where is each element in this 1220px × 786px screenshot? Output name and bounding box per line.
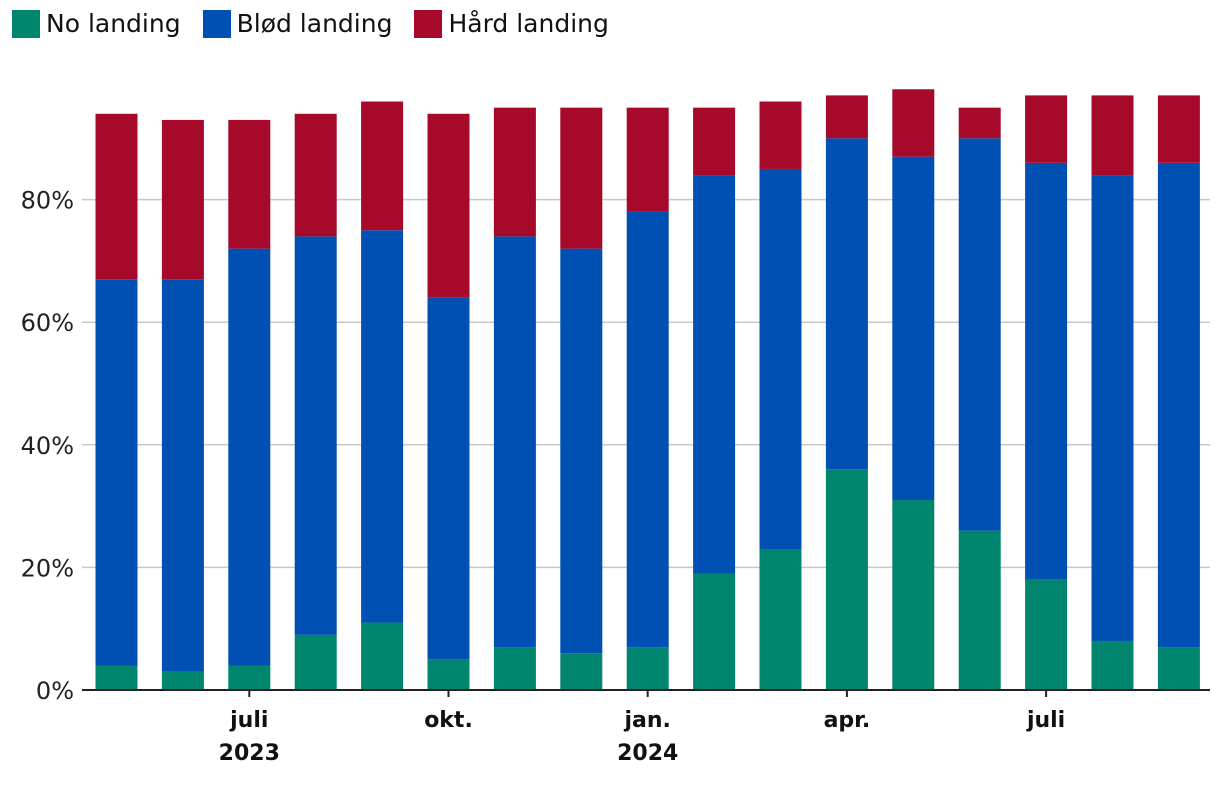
x-tick-label: 2024: [617, 741, 678, 766]
bar-no-landing: [892, 499, 935, 690]
bar-bl-d-landing: [493, 236, 536, 648]
bar-no-landing: [958, 530, 1001, 690]
bar-bl-d-landing: [560, 248, 603, 654]
legend-item-no-landing: No landing: [12, 10, 181, 38]
bar-bl-d-landing: [228, 248, 271, 666]
bar-h-rd-landing: [95, 113, 138, 280]
bar-bl-d-landing: [294, 236, 337, 635]
bar-h-rd-landing: [161, 119, 204, 280]
legend-swatch-no-landing: [12, 10, 40, 38]
bar-bl-d-landing: [958, 138, 1001, 531]
bar-h-rd-landing: [228, 119, 271, 249]
bar-h-rd-landing: [427, 113, 470, 298]
legend-swatch-hard-landing: [414, 10, 443, 38]
bar-h-rd-landing: [361, 101, 404, 231]
bar-bl-d-landing: [95, 279, 138, 666]
bar-bl-d-landing: [825, 138, 868, 470]
legend-item-hard-landing: Hård landing: [414, 9, 609, 38]
legend: No landing Blød landing Hård landing: [12, 10, 631, 38]
bar-no-landing: [493, 647, 536, 690]
bar-no-landing: [693, 573, 736, 690]
y-tick-label: 20%: [21, 554, 74, 582]
bar-h-rd-landing: [958, 107, 1001, 139]
bar-bl-d-landing: [361, 230, 404, 623]
bar-h-rd-landing: [1157, 95, 1200, 163]
bar-no-landing: [759, 549, 802, 690]
bar-no-landing: [626, 647, 669, 690]
bar-bl-d-landing: [892, 156, 935, 500]
bar-h-rd-landing: [294, 113, 337, 237]
legend-label-hard-landing: Hård landing: [448, 9, 609, 38]
bar-no-landing: [1157, 647, 1200, 690]
bar-h-rd-landing: [1025, 95, 1068, 163]
bar-h-rd-landing: [825, 95, 868, 139]
legend-label-blod-landing: Blød landing: [236, 9, 393, 38]
legend-label-no-landing: No landing: [46, 9, 181, 38]
bar-no-landing: [161, 671, 204, 690]
x-tick-label: juli: [1026, 708, 1065, 733]
x-tick-label: 2023: [219, 741, 280, 766]
bar-h-rd-landing: [759, 101, 802, 169]
bar-h-rd-landing: [626, 107, 669, 212]
bar-no-landing: [560, 653, 603, 690]
bar-no-landing: [1025, 579, 1068, 690]
bar-bl-d-landing: [427, 297, 470, 660]
x-tick-label: apr.: [824, 708, 871, 733]
bar-bl-d-landing: [161, 279, 204, 672]
bar-bl-d-landing: [693, 175, 736, 574]
bar-h-rd-landing: [493, 107, 536, 237]
y-tick-label: 40%: [21, 432, 74, 460]
bar-no-landing: [825, 469, 868, 690]
legend-swatch-blod-landing: [202, 10, 231, 38]
bar-h-rd-landing: [560, 107, 603, 249]
x-tick-label: jan.: [623, 708, 670, 733]
x-tick-label: juli: [229, 708, 268, 733]
y-tick-label: 80%: [21, 187, 74, 215]
x-tick-label: okt.: [424, 708, 473, 733]
bar-no-landing: [361, 622, 404, 690]
bar-h-rd-landing: [693, 107, 736, 176]
bar-h-rd-landing: [1091, 95, 1134, 176]
bar-h-rd-landing: [892, 89, 935, 157]
bar-no-landing: [95, 665, 138, 690]
bar-bl-d-landing: [1025, 162, 1068, 580]
bar-bl-d-landing: [626, 211, 669, 648]
bar-no-landing: [294, 634, 337, 690]
y-tick-label: 60%: [21, 309, 74, 337]
bar-bl-d-landing: [1091, 175, 1134, 641]
bar-no-landing: [228, 665, 271, 690]
bar-bl-d-landing: [759, 168, 802, 550]
bar-no-landing: [427, 659, 470, 690]
legend-item-blod-landing: Blød landing: [202, 9, 393, 38]
bar-no-landing: [1091, 640, 1134, 690]
bar-bl-d-landing: [1157, 162, 1200, 648]
y-tick-label: 0%: [36, 677, 74, 705]
